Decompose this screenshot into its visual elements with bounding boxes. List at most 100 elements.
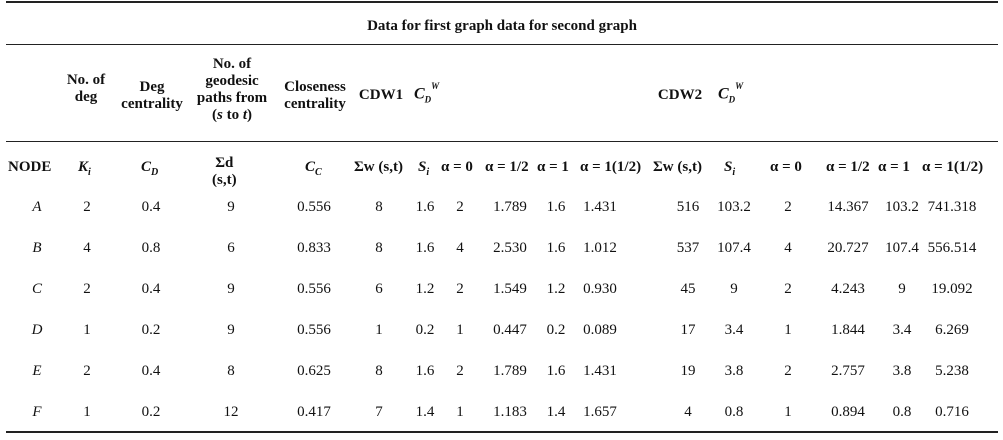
table-caption: Data for first graph data for second gra… (367, 18, 637, 34)
table-cell: 103.2 (885, 199, 919, 215)
table-cell: 2.757 (831, 363, 865, 379)
table-cell: 1.549 (493, 281, 527, 297)
table-cell: 45 (680, 281, 696, 297)
colhdr-ahalf-2: α = 1/2 (826, 159, 870, 175)
cd-symbol-sub: D (424, 94, 432, 105)
table-cell: 2 (784, 281, 792, 297)
header-rule (6, 141, 998, 142)
var-s: s (216, 107, 223, 123)
bottom-rule (6, 431, 998, 433)
row-node-label: D (31, 322, 43, 338)
table-cell: 2 (784, 199, 792, 215)
row-node-label: C (31, 281, 43, 297)
colhdr-a1-2: α = 1 (878, 159, 910, 175)
table-cell: 20.727 (827, 240, 869, 256)
header-cdw1: CDW1 (358, 87, 404, 103)
table-cell: 0.8 (141, 240, 161, 256)
table-cell: 19 (680, 363, 696, 379)
table-cell: 537 (676, 240, 700, 256)
table-cell: 2 (83, 281, 91, 297)
table-cell: 0.716 (935, 404, 969, 420)
table-cell: 2 (456, 199, 464, 215)
table-cell: 516 (676, 199, 700, 215)
table-cell: 0.833 (297, 240, 331, 256)
k-base: K (78, 159, 89, 175)
table-cell: 1.431 (583, 199, 617, 215)
cd-symbol-base: C (718, 85, 729, 103)
header-text: geodesic (205, 73, 259, 89)
table-cell: 9 (227, 322, 235, 338)
table-cell: 0.417 (297, 404, 331, 420)
header-no-of-deg: No. of deg (58, 72, 114, 106)
table-cell: 8 (375, 240, 383, 256)
colhdr-a0-2: α = 0 (770, 159, 802, 175)
table-cell: 0.4 (141, 363, 161, 379)
header-deg-centrality: Deg centrality (116, 79, 188, 113)
table-cell: 0.556 (297, 322, 331, 338)
table-cell: 7 (375, 404, 383, 420)
table-cell: 103.2 (717, 199, 751, 215)
table-cell: 1.431 (583, 363, 617, 379)
table-cell: 1.789 (493, 363, 527, 379)
sigma-d-st: (s,t) (212, 172, 237, 188)
row-node-label: E (32, 363, 42, 379)
table-cell: 5.238 (935, 363, 969, 379)
table-cell: 0.089 (583, 322, 617, 338)
table-cell: 0.447 (493, 322, 527, 338)
cd-symbol-sup: W (431, 81, 440, 91)
header-text: No. of (212, 56, 252, 72)
caption-rule (6, 44, 998, 45)
colhdr-sum-w-1: Σw (s,t) (354, 159, 403, 175)
table-cell: 4 (784, 240, 792, 256)
colhdr-node: NODE (8, 159, 52, 175)
table-cell: 1.4 (546, 404, 566, 420)
table-cell: 1.2 (546, 281, 566, 297)
header-cdw2: CDW2 (657, 87, 703, 103)
table-cell: 0.8 (724, 404, 744, 420)
table-cell: 8 (375, 363, 383, 379)
colhdr-a1half-1: α = 1(1/2) (580, 159, 642, 175)
s-sub: i (732, 167, 736, 178)
table-cell: 0.4 (141, 199, 161, 215)
table-cell: 1 (456, 322, 464, 338)
table-cell: 2 (83, 199, 91, 215)
table-cell: 12 (223, 404, 239, 420)
table-cell: 6 (375, 281, 383, 297)
header-text: Closeness (284, 79, 346, 95)
table-cell: 1 (83, 322, 91, 338)
table-cell: 741.318 (927, 199, 977, 215)
table-cell: 9 (227, 281, 235, 297)
table-cell: 6 (227, 240, 235, 256)
table-cell: 1.789 (493, 199, 527, 215)
row-node-label: B (32, 240, 42, 256)
table-cell: 1 (456, 404, 464, 420)
colhdr-a0-1: α = 0 (441, 159, 473, 175)
header-text: (s to t) (188, 107, 276, 124)
table-cell: 1 (784, 404, 792, 420)
cdw2-symbol: CDW (718, 81, 743, 105)
table-cell: 3.4 (724, 322, 744, 338)
table-cell: 1.6 (546, 240, 566, 256)
s-base: S (724, 159, 733, 175)
table-cell: 3.4 (892, 322, 912, 338)
colhdr-k: Ki (78, 159, 91, 178)
k-sub: i (88, 167, 91, 178)
header-geodesic: No. of geodesic paths from (s to t) (188, 56, 276, 124)
var-t: t (242, 107, 247, 123)
table-cell: 2 (456, 363, 464, 379)
header-text: paths from (196, 90, 268, 106)
cc-sub: C (315, 167, 322, 178)
s-sub: i (426, 167, 430, 178)
table-cell: 0.2 (546, 322, 566, 338)
colhdr-a1-1: α = 1 (537, 159, 569, 175)
table-cell: 1.6 (415, 363, 435, 379)
colhdr-sigma-d: Σd (s,t) (212, 155, 237, 189)
table-cell: 1.012 (583, 240, 617, 256)
table-cell: 1.6 (546, 199, 566, 215)
table-cell: 107.4 (885, 240, 919, 256)
header-text: centrality (284, 96, 346, 112)
header-text: No. of (66, 72, 106, 88)
table-cell: 1 (83, 404, 91, 420)
table-cell: 0.4 (141, 281, 161, 297)
